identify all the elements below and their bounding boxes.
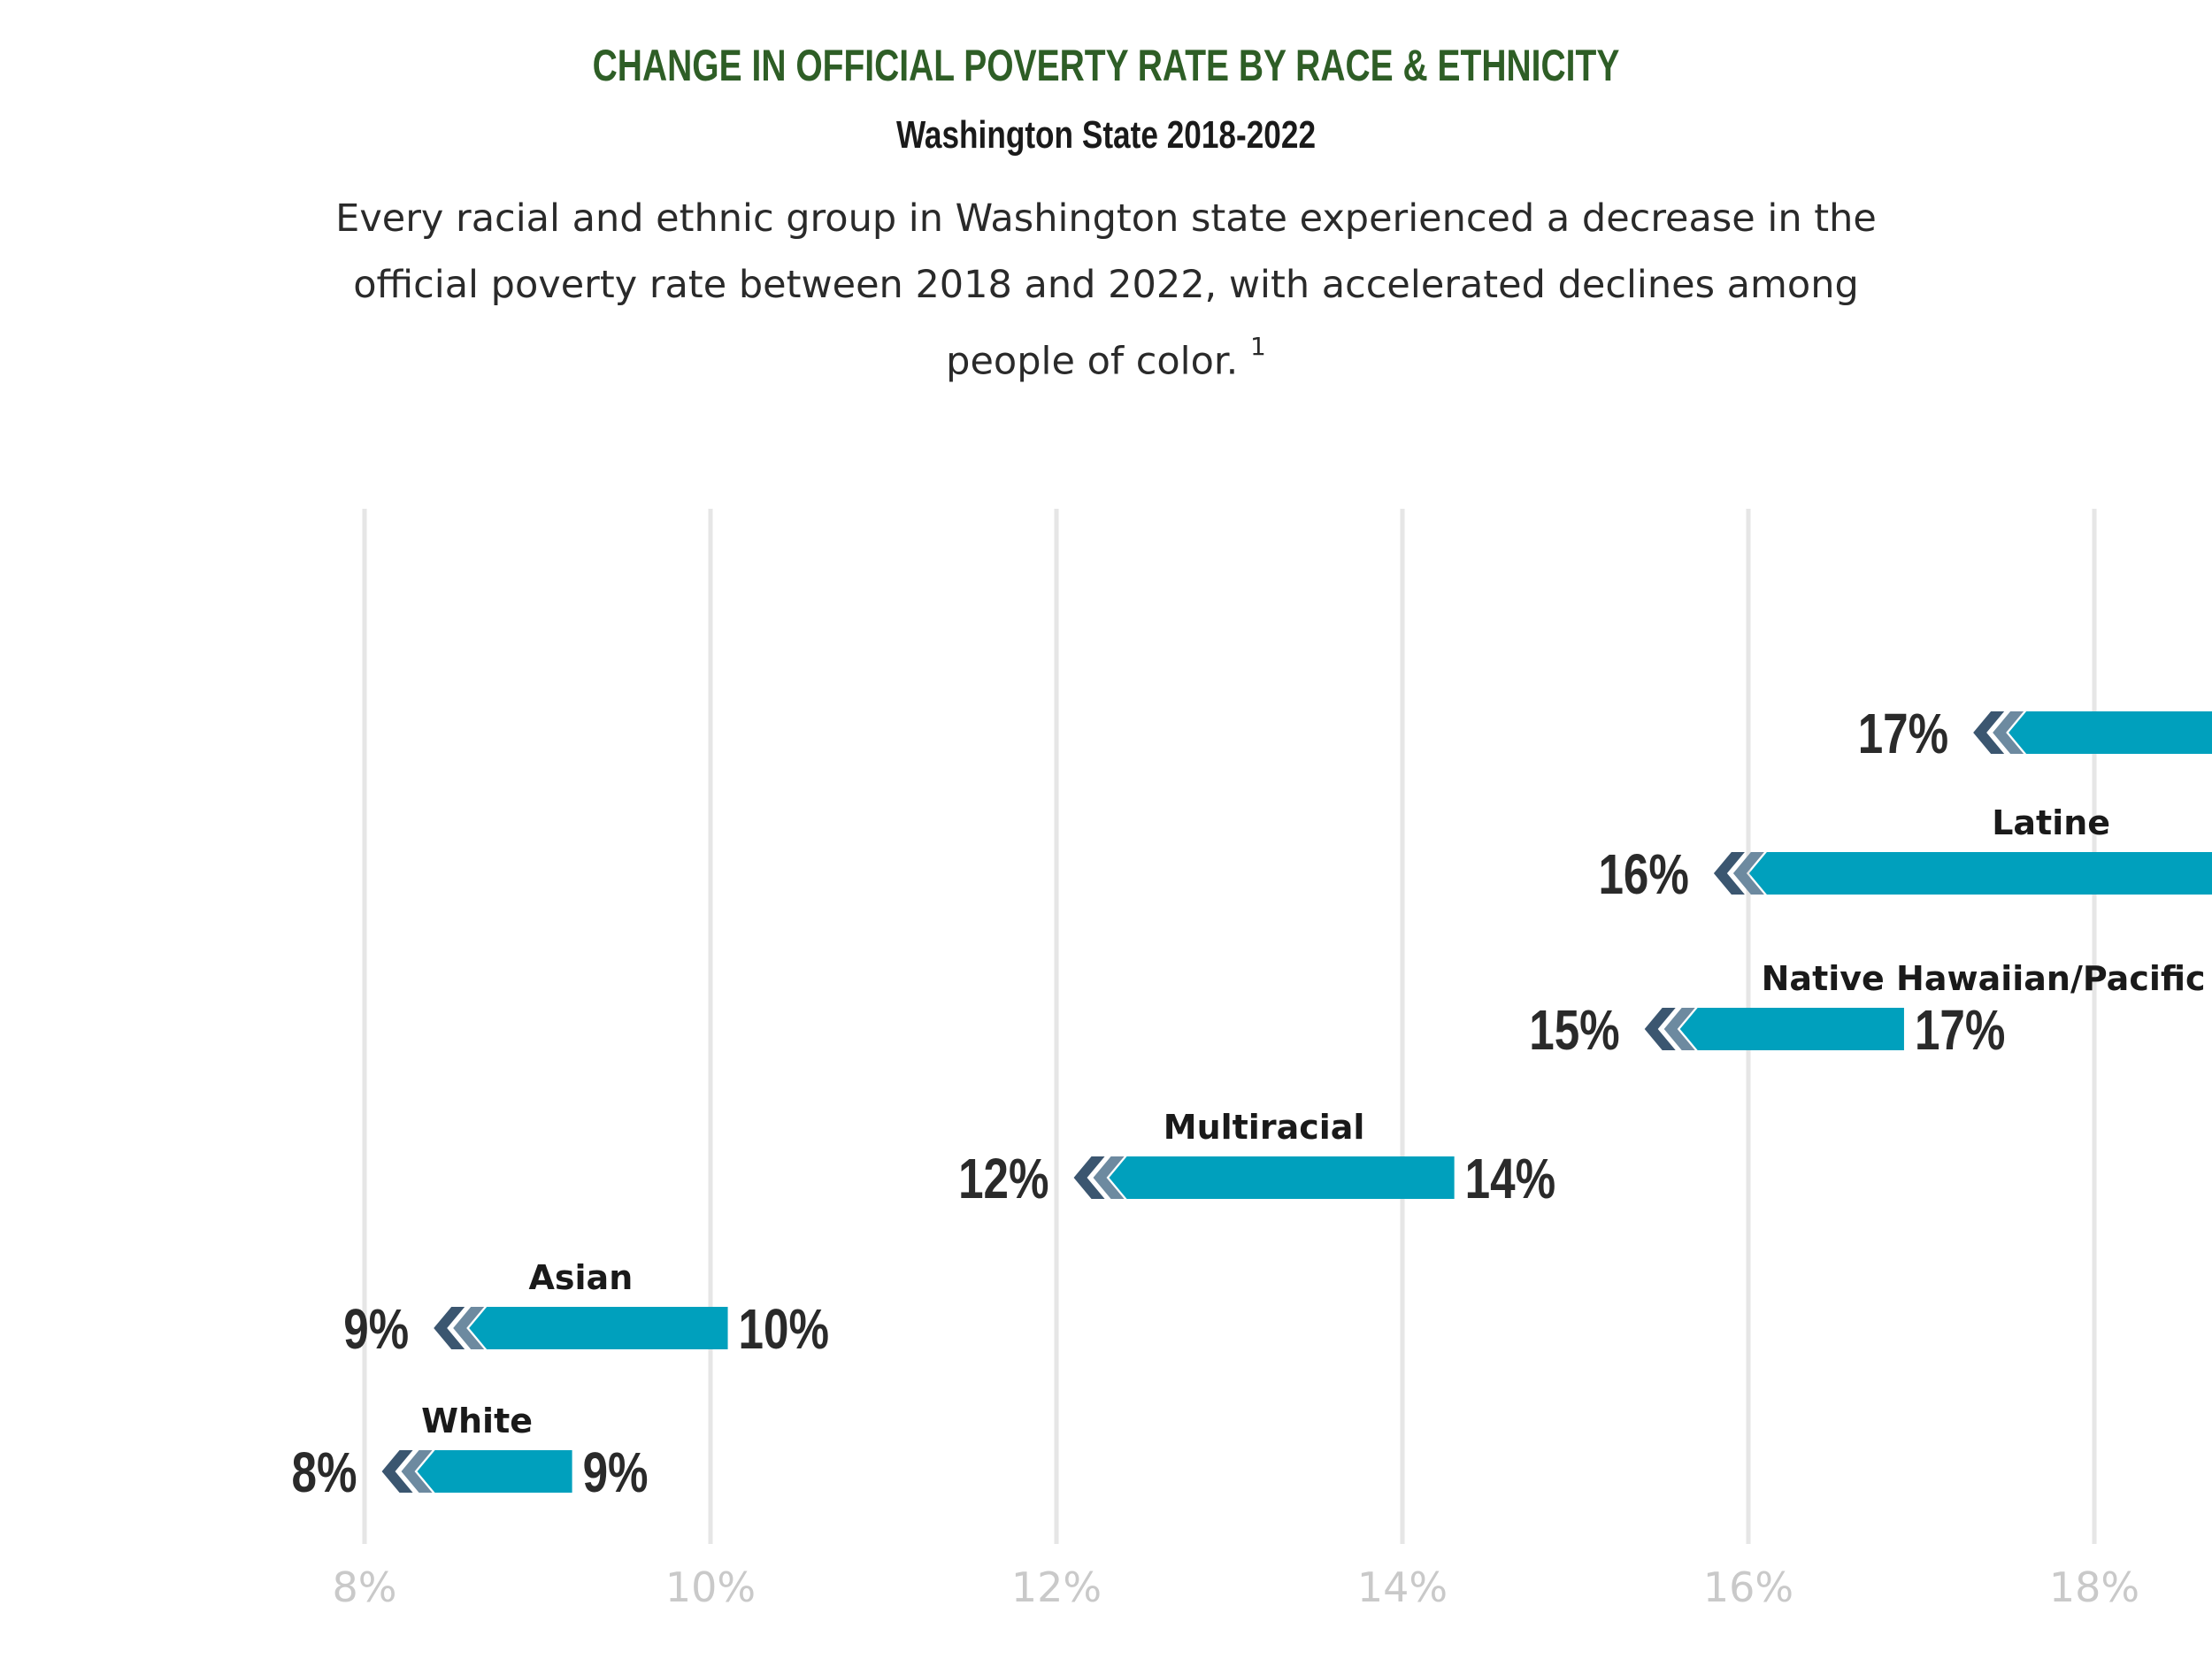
value-label-2018: 9% <box>583 1442 649 1505</box>
change-bar <box>2008 711 2212 754</box>
row-white: 8% 9% White <box>292 1402 649 1504</box>
footnote-marker: 1 <box>1250 332 1266 361</box>
arrow-chevron <box>1973 711 2005 754</box>
x-tick-label: 16% <box>1703 1563 1793 1611</box>
category-label: White <box>421 1402 533 1440</box>
change-bar <box>1748 852 2212 895</box>
change-bar <box>1109 1156 1455 1199</box>
category-label: Native Hawaiian/Pacific Islander <box>1762 959 2212 998</box>
arrow-chevron <box>1663 1008 1695 1050</box>
row-multiracial: 12% 14% Multiracial <box>958 1108 1555 1210</box>
value-label-2022: 15% <box>1529 1000 1619 1063</box>
chart-title: CHANGE IN OFFICIAL POVERTY RATE BY RACE … <box>592 41 1620 90</box>
arrow-chevron <box>1093 1156 1125 1199</box>
category-label: Multiracial <box>1164 1108 1365 1147</box>
x-tick-label: 10% <box>665 1563 756 1611</box>
value-label-2022: 16% <box>1598 844 1688 907</box>
value-label-2018: 10% <box>739 1299 829 1362</box>
x-tick-label: 8% <box>333 1563 397 1611</box>
x-axis-ticks: 8%10%12%14%16%18%20%22%24%26% <box>333 1563 2140 1611</box>
arrow-chevron <box>381 1450 413 1493</box>
change-bar <box>1679 1008 1904 1050</box>
value-label-2022: 12% <box>958 1148 1048 1211</box>
value-label-2022: 8% <box>292 1442 357 1505</box>
chart-description: Every racial and ethnic group in Washing… <box>319 186 1893 395</box>
category-label: Asian <box>529 1258 634 1297</box>
value-label-2018: 17% <box>1915 1000 2005 1063</box>
arrow-chevron <box>1993 711 2024 754</box>
category-label: Latine <box>1992 803 2110 842</box>
value-label-2018: 14% <box>1465 1148 1555 1211</box>
row-native-hawaiian-pacific-islander: 15% 17%Native Hawaiian/Pacific Islander <box>1529 959 2212 1062</box>
chart-subtitle: Washington State 2018-2022 <box>895 113 1317 157</box>
arrow-chevron <box>1732 852 1764 895</box>
x-tick-label: 18% <box>2049 1563 2139 1611</box>
x-tick-label: 14% <box>1357 1563 1448 1611</box>
row-latine: 16%20%Latine <box>1598 803 2212 906</box>
change-bar <box>417 1450 572 1493</box>
arrow-chevron <box>401 1450 433 1493</box>
arrow-chevron <box>1073 1156 1105 1199</box>
arrow-chevron <box>434 1307 465 1349</box>
arrow-chevron <box>453 1307 485 1349</box>
change-bar <box>469 1307 728 1349</box>
description-text: Every racial and ethnic group in Washing… <box>335 196 1877 384</box>
chart-rows: 19%24%Native American17%22%Black16%20%La… <box>292 703 2212 1504</box>
value-label-2022: 17% <box>1858 703 1948 766</box>
arrow-chevron <box>1644 1008 1676 1050</box>
row-black: 17%22%Black <box>1858 703 2212 766</box>
x-tick-label: 12% <box>1011 1563 1102 1611</box>
row-asian: 9% 10% Asian <box>343 1258 829 1361</box>
value-label-2022: 9% <box>343 1299 409 1362</box>
arrow-chevron <box>1713 852 1745 895</box>
